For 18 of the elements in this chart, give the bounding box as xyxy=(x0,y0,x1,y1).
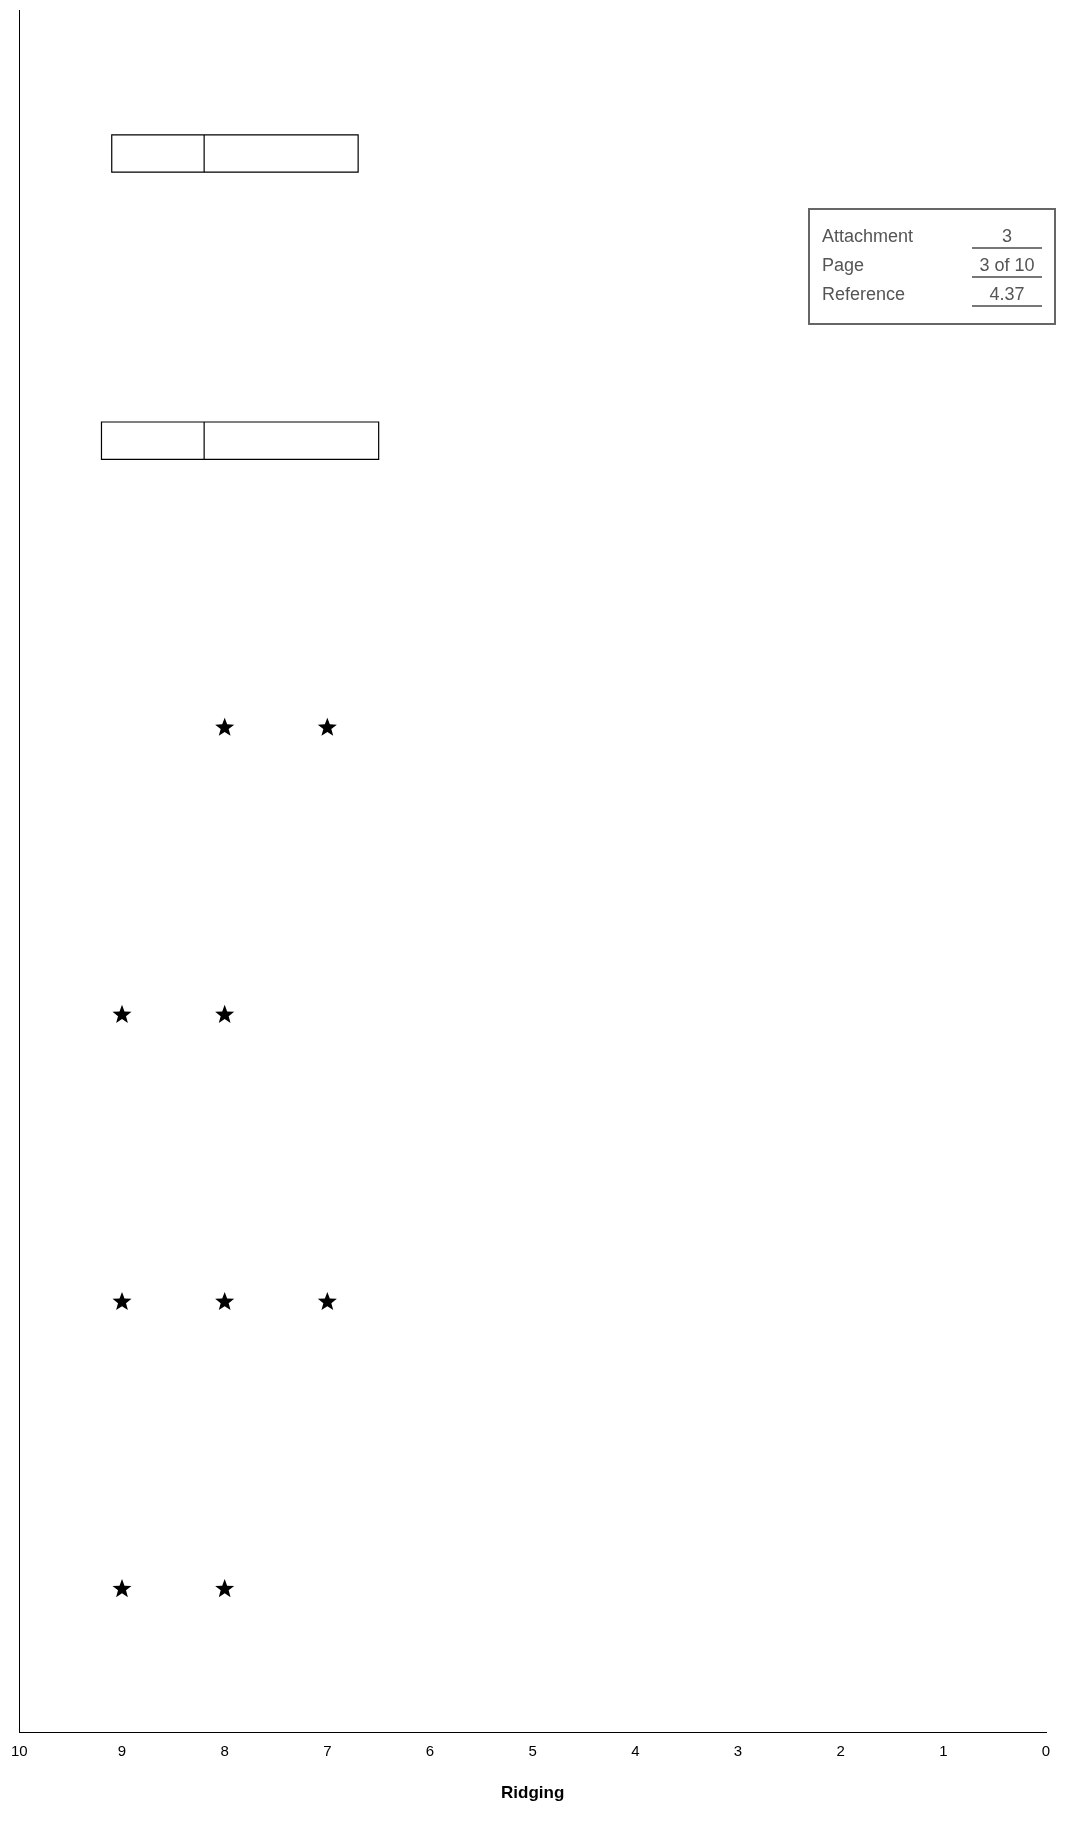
annotation: Reference xyxy=(822,284,906,306)
annotation: 3 of 10 xyxy=(972,255,1042,278)
x-tick-label: 0 xyxy=(1041,1741,1051,1759)
annotation: Attachment xyxy=(822,226,914,248)
x-tick-label: 10 xyxy=(11,1741,28,1759)
annotation: Page xyxy=(822,255,865,277)
annotation: 3 xyxy=(972,226,1042,249)
x-tick-label: 8 xyxy=(220,1741,229,1759)
x-axis-title: Ridging xyxy=(501,1783,565,1803)
annotation: 4.37 xyxy=(972,284,1042,307)
x-tick-label: 5 xyxy=(528,1741,537,1759)
x-tick-label: 4 xyxy=(631,1741,640,1759)
x-tick-label: 9 xyxy=(117,1741,127,1759)
x-tick-label: 2 xyxy=(836,1741,845,1759)
x-tick-label: 3 xyxy=(733,1741,743,1759)
x-tick-label: 1 xyxy=(939,1741,948,1759)
x-tick-label: 6 xyxy=(425,1741,435,1759)
x-tick-label: 7 xyxy=(323,1741,332,1759)
